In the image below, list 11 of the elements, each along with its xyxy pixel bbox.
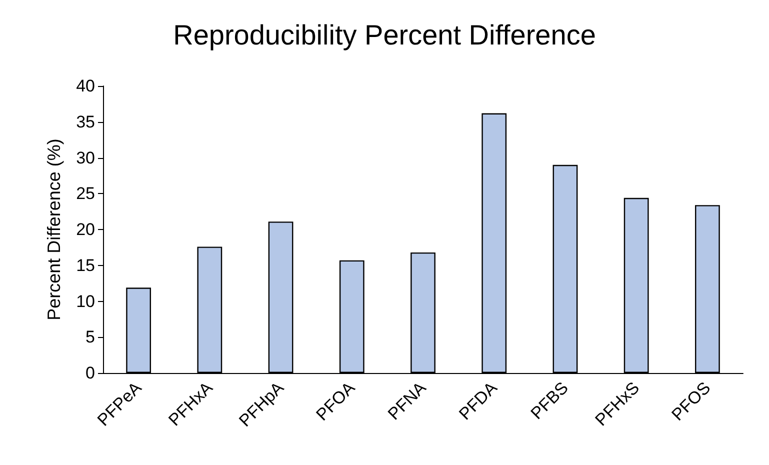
y-tick-label: 30 — [76, 148, 95, 168]
y-axis-title: Percent Difference (%) — [44, 138, 64, 320]
y-tick-label: 25 — [76, 184, 95, 204]
y-tick-label: 0 — [86, 364, 95, 382]
y-tick-label: 15 — [76, 256, 95, 275]
y-tick-label: 35 — [76, 112, 95, 132]
y-tick-label: 10 — [76, 292, 95, 311]
y-tick-label: 5 — [86, 328, 95, 347]
y-tick-label: 40 — [76, 76, 95, 96]
chart-title: Reproducibility Percent Difference — [173, 20, 596, 50]
y-tick-label: 20 — [76, 220, 95, 239]
